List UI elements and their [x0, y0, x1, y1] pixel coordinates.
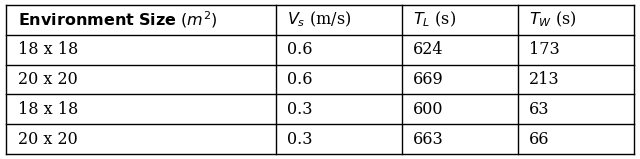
Text: $\boldsymbol{V_s}$ (m/s): $\boldsymbol{V_s}$ (m/s) — [287, 10, 352, 29]
Text: 624: 624 — [413, 41, 444, 58]
Text: 0.6: 0.6 — [287, 41, 313, 58]
Text: 66: 66 — [529, 131, 549, 148]
Text: 20 x 20: 20 x 20 — [18, 71, 77, 88]
Text: 63: 63 — [529, 101, 549, 118]
Text: 663: 663 — [413, 131, 444, 148]
Text: 0.6: 0.6 — [287, 71, 313, 88]
Text: 18 x 18: 18 x 18 — [18, 41, 78, 58]
Text: 669: 669 — [413, 71, 444, 88]
Text: 20 x 20: 20 x 20 — [18, 131, 77, 148]
Text: 0.3: 0.3 — [287, 131, 313, 148]
Text: $\boldsymbol{T_W}$ (s): $\boldsymbol{T_W}$ (s) — [529, 10, 577, 29]
Text: 173: 173 — [529, 41, 559, 58]
Text: 0.3: 0.3 — [287, 101, 313, 118]
Text: 213: 213 — [529, 71, 559, 88]
Text: $\boldsymbol{T_L}$ (s): $\boldsymbol{T_L}$ (s) — [413, 10, 456, 29]
Text: $\mathbf{Environment\ Size}$ $(m^2)$: $\mathbf{Environment\ Size}$ $(m^2)$ — [18, 9, 217, 30]
Text: 600: 600 — [413, 101, 444, 118]
Text: 18 x 18: 18 x 18 — [18, 101, 78, 118]
